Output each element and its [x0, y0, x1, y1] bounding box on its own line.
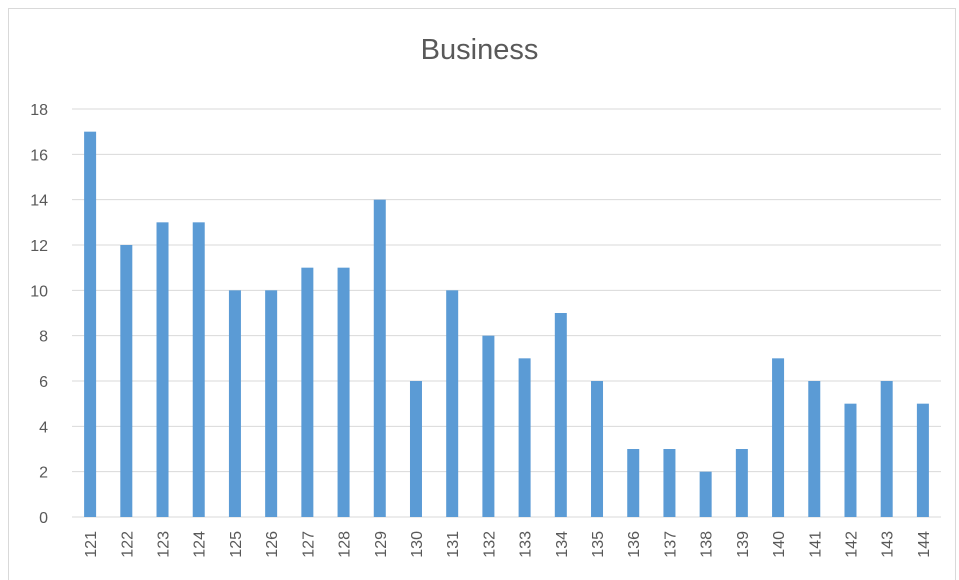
bar-123 [156, 222, 169, 518]
y-tick-label: 0 [39, 510, 48, 527]
bar-138 [699, 471, 712, 517]
bar-137 [663, 449, 676, 517]
bar-136 [627, 449, 640, 517]
bar-130 [409, 381, 422, 517]
x-tick-label: 132 [481, 531, 498, 558]
x-tick-label: 129 [373, 531, 390, 558]
x-tick-label: 133 [518, 531, 535, 558]
x-tick-label: 134 [554, 531, 571, 558]
x-tick-label: 135 [590, 531, 607, 558]
chart-title: Business [420, 34, 539, 66]
x-tick-label: 121 [83, 531, 100, 558]
y-tick-label: 6 [39, 374, 48, 391]
bar-139 [735, 449, 748, 517]
x-tick-label: 122 [119, 531, 136, 558]
x-tick-label: 131 [445, 531, 462, 558]
y-tick-label: 12 [30, 238, 48, 255]
bar-122 [120, 245, 133, 517]
bar-134 [554, 313, 567, 517]
y-axis-ticks: 0 2 4 6 8 10 12 14 16 18 [30, 102, 48, 527]
bar-121 [84, 131, 97, 517]
x-tick-label: 130 [409, 531, 426, 558]
bars [84, 131, 929, 518]
x-tick-label: 128 [337, 531, 354, 558]
gridlines [72, 108, 941, 518]
bar-128 [337, 267, 350, 517]
bar-129 [373, 199, 386, 517]
bar-127 [301, 267, 314, 517]
x-tick-label: 140 [771, 531, 788, 558]
bar-143 [880, 381, 893, 517]
x-tick-label: 143 [880, 531, 897, 558]
y-tick-label: 8 [39, 329, 48, 346]
x-tick-label: 139 [735, 531, 752, 558]
bar-131 [446, 290, 459, 517]
bar-135 [591, 381, 604, 517]
y-tick-label: 2 [39, 465, 48, 482]
bar-124 [192, 222, 205, 518]
x-tick-label: 144 [916, 531, 933, 558]
x-tick-label: 124 [192, 531, 209, 558]
x-axis-ticks: 121 122 123 124 125 126 127 128 129 130 131 132 133 1… [83, 531, 933, 558]
y-tick-label: 18 [30, 102, 48, 119]
x-tick-label: 127 [300, 531, 317, 558]
x-tick-label: 136 [626, 531, 643, 558]
x-tick-label: 137 [662, 531, 679, 558]
x-tick-label: 142 [843, 531, 860, 558]
x-tick-label: 123 [156, 531, 173, 558]
x-tick-label: 125 [228, 531, 245, 558]
bar-142 [844, 403, 857, 517]
bar-140 [772, 358, 785, 517]
x-tick-label: 126 [264, 531, 281, 558]
bar-144 [916, 403, 929, 517]
y-tick-label: 14 [30, 193, 48, 210]
y-tick-label: 10 [30, 283, 48, 300]
y-tick-label: 16 [30, 147, 48, 164]
bar-125 [228, 290, 241, 517]
bar-141 [808, 381, 821, 517]
bar-132 [482, 335, 495, 517]
x-tick-label: 141 [807, 531, 824, 558]
y-tick-label: 4 [39, 419, 48, 436]
x-tick-label: 138 [699, 531, 716, 558]
bar-133 [518, 358, 531, 517]
bar-126 [265, 290, 278, 517]
